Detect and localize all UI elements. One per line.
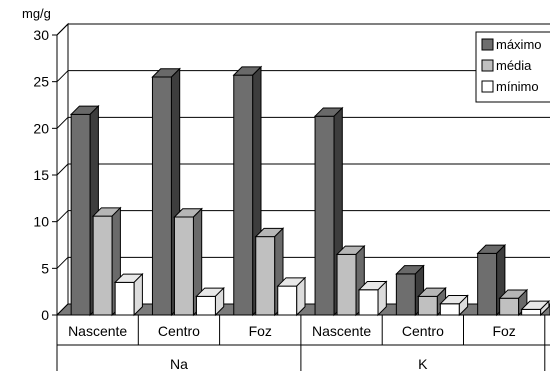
- legend-label: média: [496, 58, 532, 73]
- legend: máximo média mínimo: [475, 31, 550, 103]
- x-group-label: Na: [170, 356, 188, 371]
- x-axis: Nascente Centro Foz Nascente Centro Foz Na K: [56, 314, 550, 372]
- x-group-label: K: [418, 356, 428, 371]
- legend-swatch: [481, 59, 494, 72]
- legend-swatch: [481, 38, 494, 51]
- x-category-label: Foz: [492, 323, 515, 339]
- bar: [113, 272, 144, 317]
- bar: [91, 206, 122, 317]
- bar: [357, 280, 388, 317]
- y-tick-label: 0: [41, 307, 49, 323]
- x-category-label: Foz: [249, 323, 272, 339]
- bar: [417, 286, 447, 317]
- y-axis: 0 5 10 15 20 25 30: [33, 27, 58, 323]
- bars: [69, 65, 550, 317]
- grid-line-side: [56, 23, 69, 36]
- grid-line-side: [56, 210, 69, 223]
- legend-label: máximo: [496, 37, 542, 52]
- bar: [69, 104, 100, 317]
- x-category-label: Nascente: [68, 323, 127, 339]
- legend-item: máximo: [481, 37, 542, 52]
- bar: [395, 264, 425, 317]
- bar: [232, 65, 263, 317]
- bar: [276, 276, 307, 317]
- bar: [520, 299, 550, 317]
- legend-swatch: [481, 80, 494, 93]
- grid-line-side: [56, 256, 69, 269]
- y-tick-label: 5: [41, 260, 49, 276]
- y-axis-label: mg/g: [22, 6, 51, 21]
- legend-item: média: [481, 58, 532, 73]
- y-tick-label: 10: [33, 214, 49, 230]
- legend-item: mínimo: [481, 79, 539, 94]
- legend-label: mínimo: [496, 79, 539, 94]
- y-tick-label: 30: [33, 27, 49, 43]
- x-category-label: Centro: [158, 323, 200, 339]
- x-category-label: Centro: [402, 323, 444, 339]
- bar: [498, 288, 529, 317]
- y-tick-label: 15: [33, 167, 49, 183]
- x-category-label: Nascente: [312, 323, 371, 339]
- grid-line-side: [56, 163, 69, 176]
- y-tick-label: 25: [33, 74, 49, 90]
- bar: [439, 294, 469, 317]
- grid-line-side: [56, 116, 69, 129]
- y-tick-label: 20: [33, 120, 49, 136]
- grid-line-side: [56, 70, 69, 83]
- bar: [195, 286, 225, 317]
